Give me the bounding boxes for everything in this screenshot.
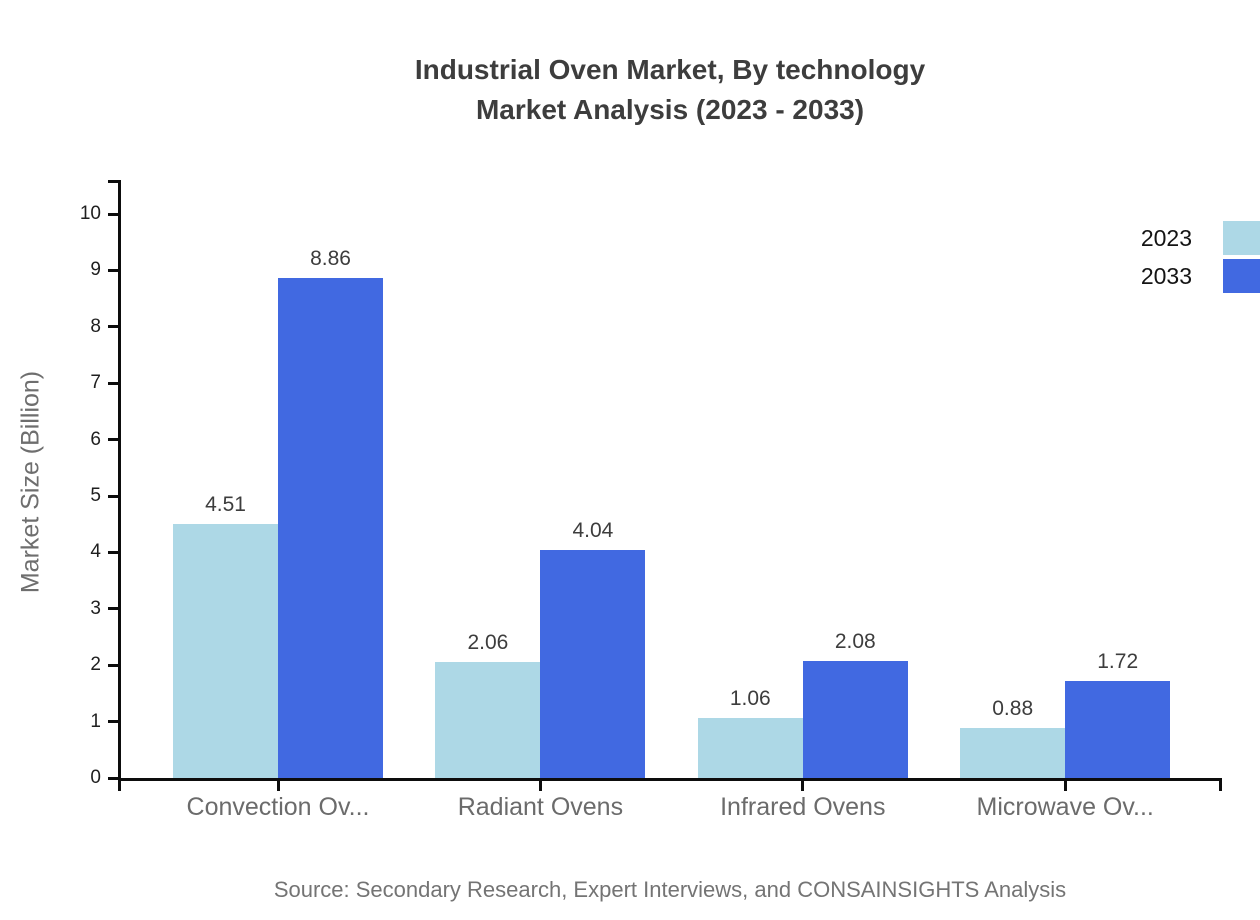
y-axis-tick bbox=[108, 663, 121, 667]
x-axis-tick-microwave-ov bbox=[1063, 778, 1067, 791]
x-axis-tick-radiant-ovens bbox=[538, 778, 542, 791]
chart-title-line2: Market Analysis (2023 - 2033) bbox=[475, 94, 865, 125]
category-label-convection-ov: Convection Ov... bbox=[186, 793, 370, 821]
category-label-microwave-ov: Microwave Ov... bbox=[976, 793, 1154, 821]
legend-item-2033[interactable]: 2033 bbox=[1141, 259, 1260, 293]
y-axis-tick-label: 4 bbox=[90, 541, 101, 563]
category-label-infrared-ovens: Infrared Ovens bbox=[720, 793, 886, 821]
y-axis-tick-label: 3 bbox=[90, 597, 101, 619]
y-axis-tick-label: 9 bbox=[90, 259, 101, 281]
bar-2033-radiant-ovens[interactable] bbox=[540, 550, 646, 778]
value-label-2023-radiant-ovens: 2.06 bbox=[467, 630, 509, 654]
bar-2033-infrared-ovens[interactable] bbox=[802, 660, 908, 778]
y-axis-title: Market Size (Billion) bbox=[16, 370, 45, 594]
category-label-radiant-ovens: Radiant Ovens bbox=[457, 793, 624, 821]
chart-title-line1: Industrial Oven Market, By technology bbox=[414, 54, 926, 85]
value-label-2023-microwave-ov: 0.88 bbox=[992, 697, 1034, 721]
y-axis-tick bbox=[108, 720, 121, 724]
value-label-2033-convection-ov: 8.86 bbox=[310, 247, 351, 271]
value-label-2033-microwave-ov: 1.72 bbox=[1097, 650, 1139, 673]
legend-label-2023: 2023 bbox=[1140, 224, 1192, 251]
legend-swatch-2023-icon bbox=[1223, 221, 1260, 255]
y-axis-tick bbox=[108, 325, 121, 329]
y-axis-tick-label: 8 bbox=[90, 315, 101, 337]
y-axis-end-cap-tick bbox=[108, 180, 121, 183]
legend-item-2023[interactable]: 2023 bbox=[1141, 221, 1260, 255]
x-axis-tick-convection-ov bbox=[276, 778, 280, 791]
y-axis-tick bbox=[108, 381, 121, 385]
y-axis-tick-label: 7 bbox=[90, 372, 101, 394]
y-axis-tick bbox=[108, 550, 121, 554]
bar-2033-convection-ov[interactable] bbox=[278, 278, 383, 778]
value-label-2023-infrared-ovens: 1.06 bbox=[729, 687, 771, 711]
y-axis-tick bbox=[108, 494, 121, 498]
y-axis-tick bbox=[108, 212, 121, 216]
bar-2023-microwave-ov[interactable] bbox=[960, 728, 1066, 778]
bar-2023-convection-ov[interactable] bbox=[173, 523, 278, 778]
y-axis-tick-label: 2 bbox=[90, 654, 101, 676]
x-axis-left-end-tick bbox=[118, 778, 121, 791]
bar-2023-infrared-ovens[interactable] bbox=[697, 718, 803, 778]
x-axis-tick-infrared-ovens bbox=[801, 778, 805, 791]
y-axis-tick-label: 6 bbox=[90, 428, 101, 450]
legend-swatch-2033-icon bbox=[1223, 259, 1260, 293]
y-axis-tick bbox=[108, 607, 121, 611]
plot-area: 0 1 2 3 4 5 6 7 8 9 10 Convection Ov... 4.51 8.86 Radi… bbox=[80, 180, 1222, 821]
value-label-2033-infrared-ovens: 2.08 bbox=[834, 629, 876, 653]
y-axis-tick-label: 0 bbox=[90, 767, 101, 788]
x-axis-right-end-tick bbox=[1219, 778, 1222, 791]
value-label-2033-radiant-ovens: 4.04 bbox=[572, 519, 614, 543]
value-label-2023-convection-ov: 4.51 bbox=[205, 492, 246, 516]
y-axis-tick-label: 1 bbox=[90, 710, 101, 732]
chart-title: Industrial Oven Market, By technology Ma… bbox=[118, 50, 1222, 130]
y-axis-tick bbox=[108, 438, 121, 442]
y-axis-tick-label: 5 bbox=[90, 485, 101, 506]
bar-2033-microwave-ov[interactable] bbox=[1065, 681, 1171, 778]
legend: 2023 2033 bbox=[1141, 221, 1260, 297]
bar-2023-radiant-ovens[interactable] bbox=[435, 661, 541, 778]
y-axis-tick bbox=[108, 268, 121, 272]
y-axis-tick-label: 10 bbox=[79, 203, 101, 224]
legend-label-2033: 2033 bbox=[1140, 262, 1192, 289]
y-axis-tick bbox=[108, 776, 121, 780]
source-text: Source: Secondary Research, Expert Inter… bbox=[273, 877, 1067, 902]
